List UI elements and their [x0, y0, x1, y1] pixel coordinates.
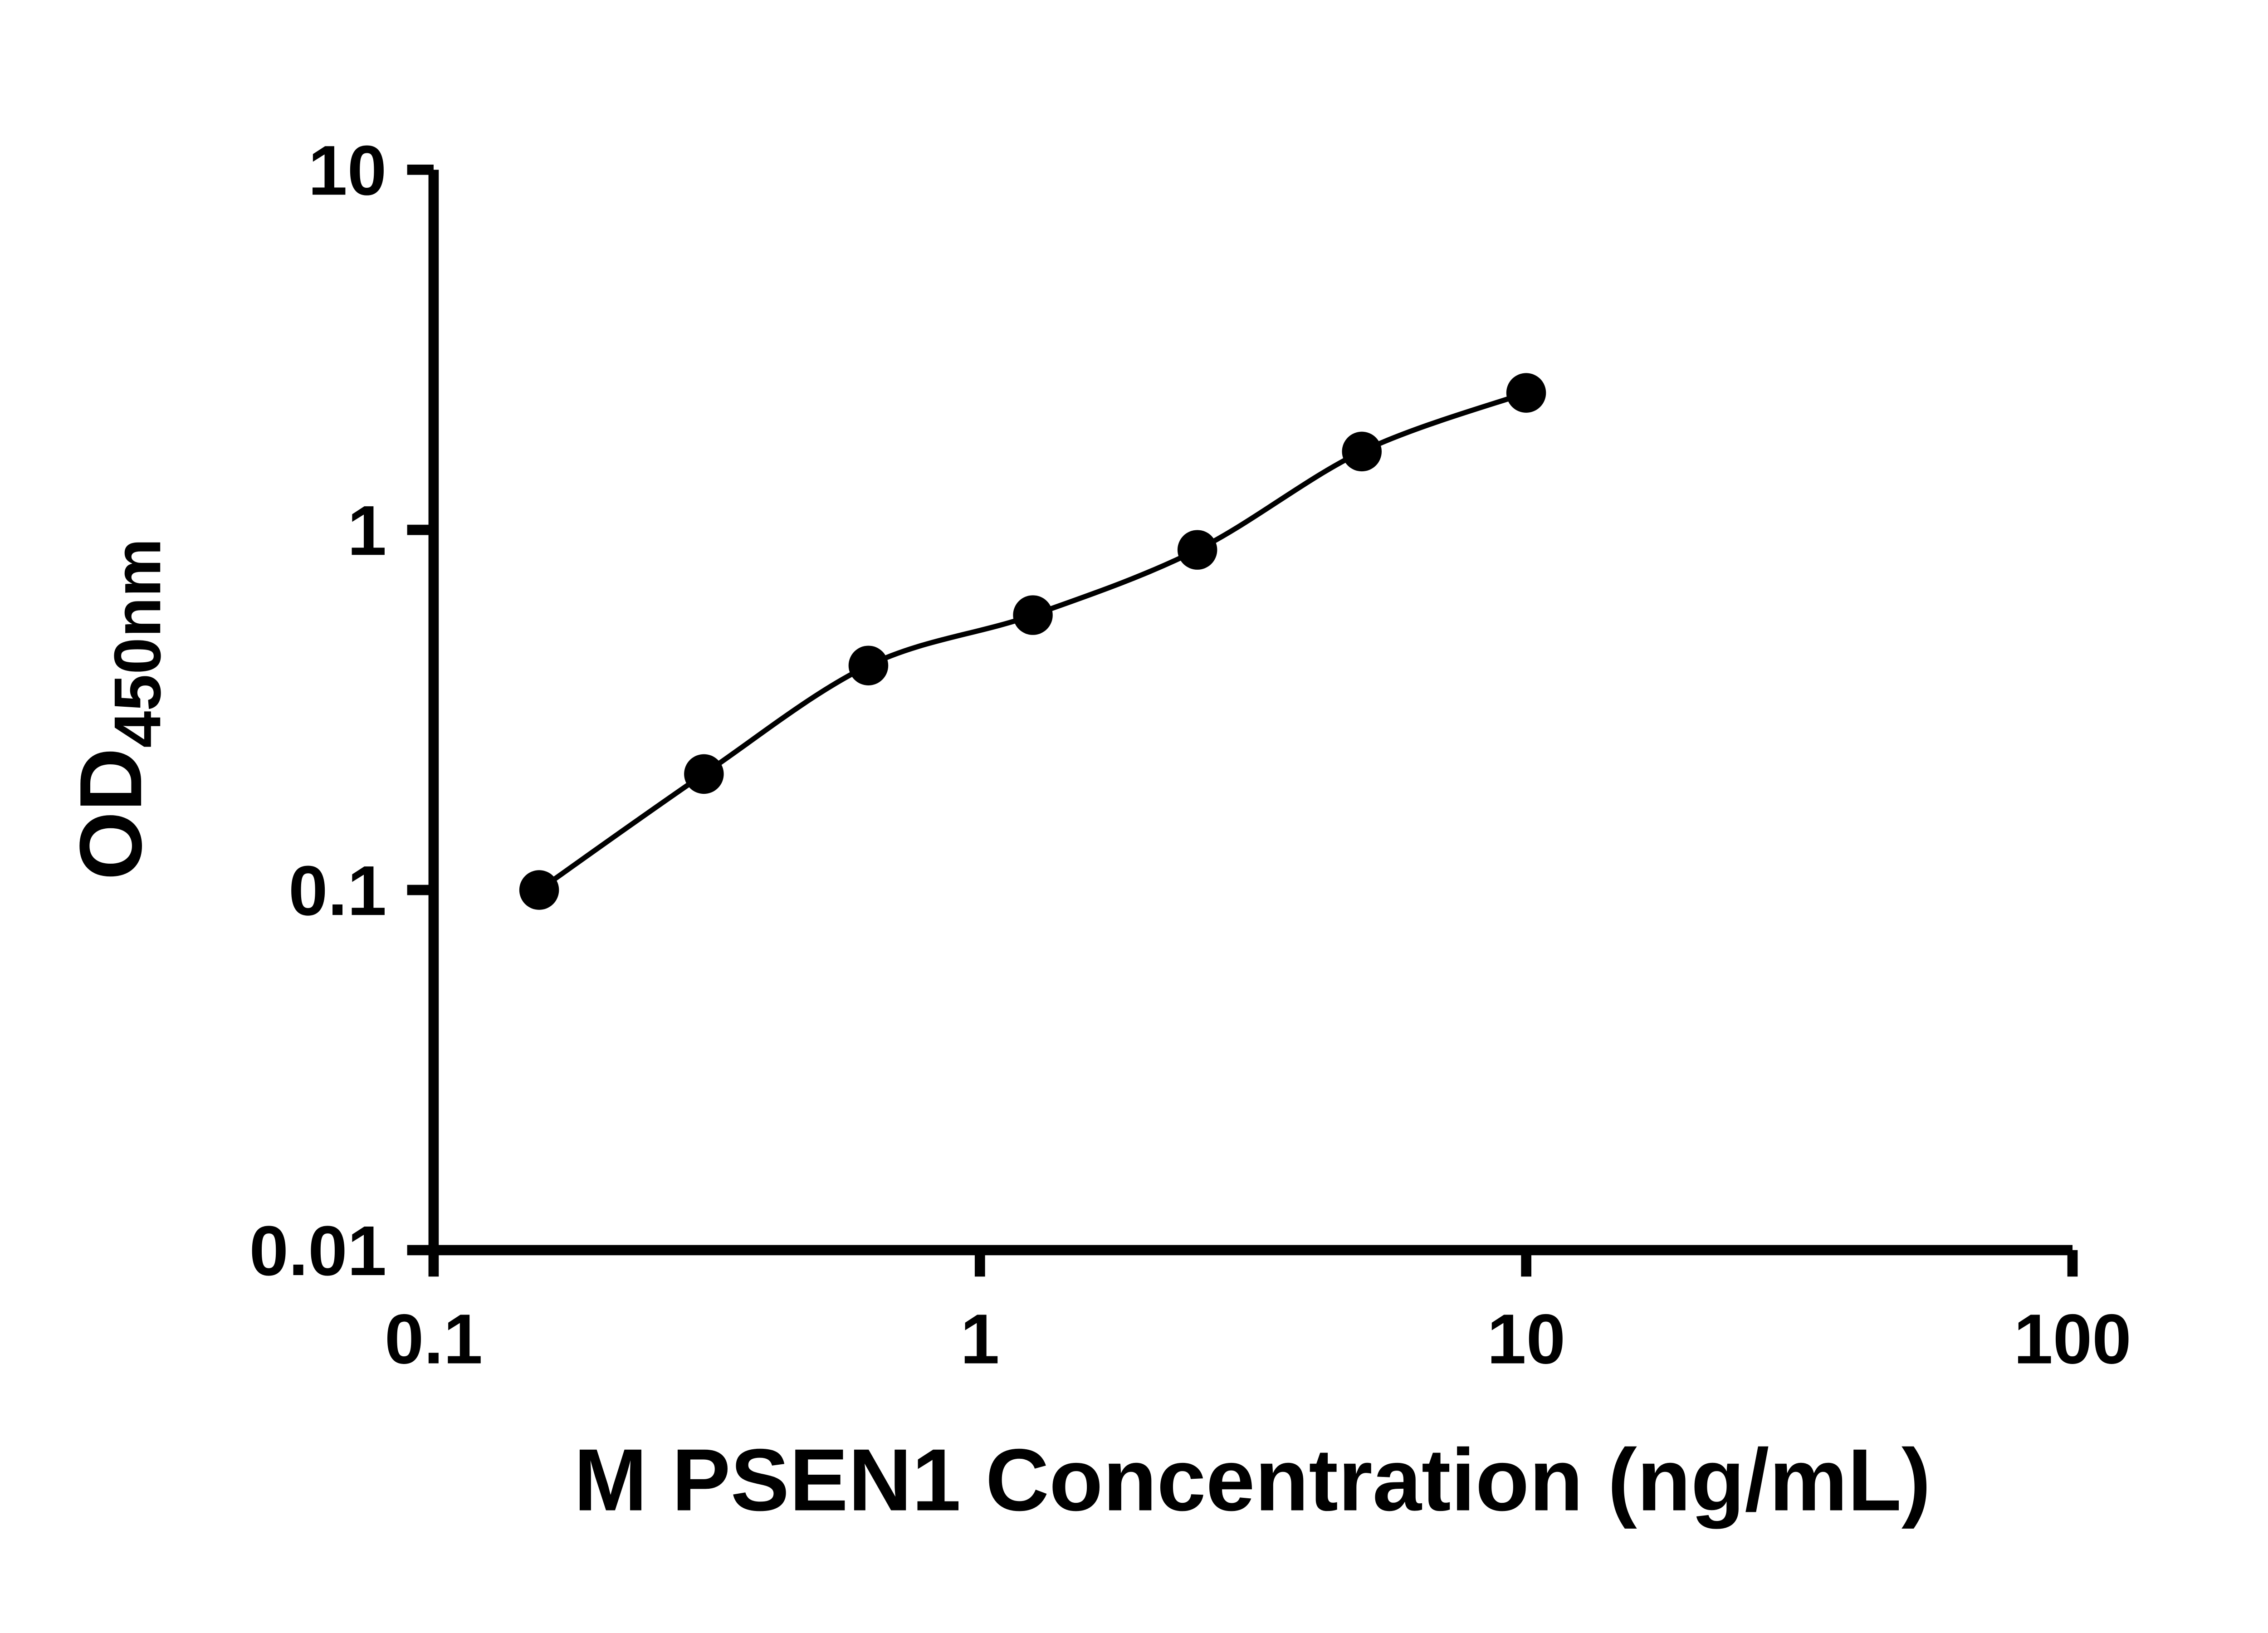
data-point — [519, 870, 559, 910]
x-tick-label: 100 — [2014, 1299, 2131, 1378]
y-axis-title: OD450nm — [62, 538, 174, 880]
data-point — [1342, 431, 1382, 472]
y-axis-title-sub: 450nm — [100, 538, 174, 748]
y-tick-label: 10 — [308, 131, 386, 210]
x-tick-label: 0.1 — [385, 1299, 483, 1378]
data-point — [684, 754, 724, 794]
data-point — [1177, 530, 1217, 570]
y-axis-title-main: OD — [62, 748, 160, 880]
data-point — [1013, 595, 1053, 635]
y-tick-label: 1 — [347, 491, 387, 570]
data-point — [1506, 373, 1546, 413]
plot-area: 0.1 1 10 100 0.01 0.1 1 10 — [249, 131, 2131, 1378]
data-point — [848, 645, 889, 685]
axes-spine — [428, 170, 2073, 1256]
x-tick-label: 10 — [1487, 1299, 1565, 1378]
x-axis-title: M PSEN1 Concentration (ng/mL) — [574, 1431, 1931, 1529]
fit-line — [538, 390, 1527, 892]
x-tick-label: 1 — [960, 1299, 1000, 1378]
y-tick-label: 0.01 — [249, 1211, 387, 1290]
y-tick-label: 0.1 — [288, 851, 386, 930]
